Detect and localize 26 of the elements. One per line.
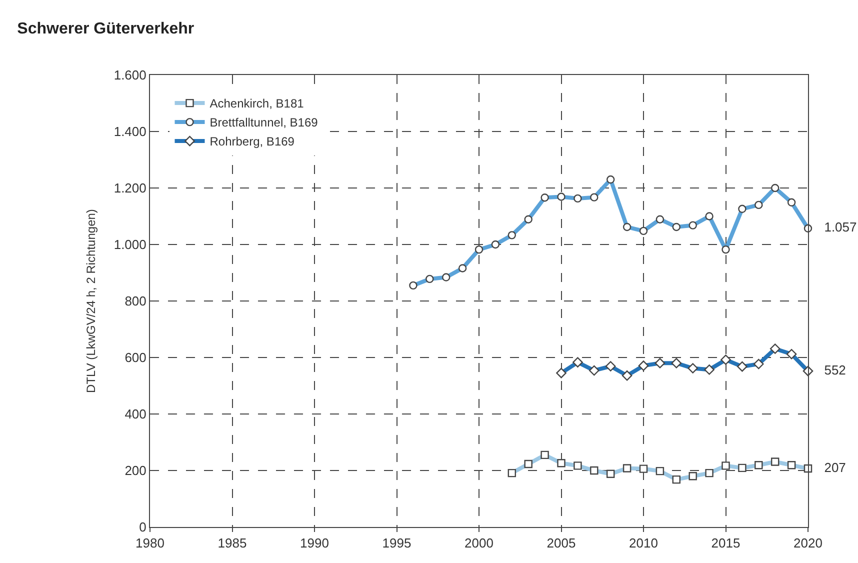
- legend-label: Brettfalltunnel, B169: [210, 116, 318, 130]
- data-label: 552: [813, 362, 846, 378]
- x-tick-label: 2005: [546, 536, 576, 551]
- y-tick-label: 0: [139, 520, 146, 535]
- y-tick-label: 600: [124, 350, 146, 366]
- x-tick-label: 2020: [794, 536, 822, 551]
- x-tick-label: 2000: [464, 536, 494, 551]
- x-tick-label: 2010: [629, 536, 658, 551]
- x-tick-label: 1980: [136, 536, 164, 551]
- x-tick-label: 1985: [218, 536, 247, 551]
- y-tick-label: 1.400: [114, 124, 146, 140]
- y-tick-label: 1.000: [114, 237, 146, 252]
- data-label: 207: [813, 460, 846, 475]
- y-axis-title: DTLV (LkwGV/24 h, 2 Richtungen): [84, 209, 98, 393]
- y-tick-label: 1.600: [114, 68, 146, 83]
- y-tick-label: 1.200: [114, 180, 146, 196]
- y-tick-label: 400: [124, 406, 146, 422]
- legend-label: Rohrberg, B169: [210, 134, 295, 149]
- x-tick-label: 1990: [300, 536, 329, 551]
- y-tick-label: 800: [124, 294, 146, 309]
- x-tick-label: 1995: [382, 536, 412, 551]
- legend-label: Achenkirch, B181: [210, 96, 304, 111]
- data-label: 1.057: [813, 220, 857, 235]
- chart-title: Schwerer Güterverkehr: [17, 20, 194, 38]
- y-tick-label: 200: [124, 463, 146, 478]
- x-tick-label: 2015: [711, 536, 740, 551]
